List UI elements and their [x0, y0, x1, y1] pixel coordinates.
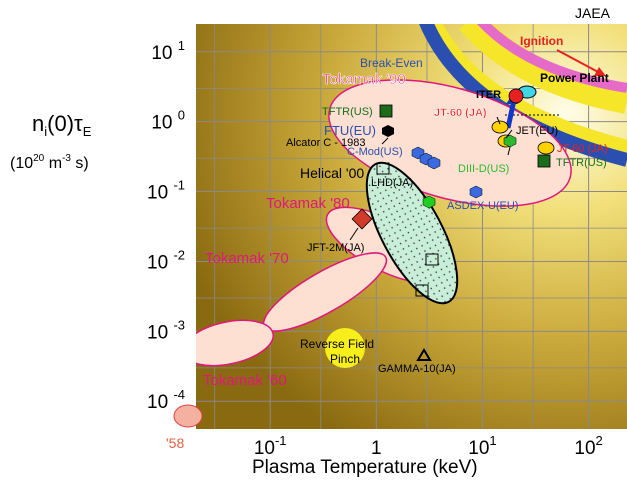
org-label: JAEA — [575, 5, 611, 21]
y-title-sub-i: i — [44, 124, 47, 139]
x-tick-label-2: 101 — [468, 433, 496, 459]
jt60-label-2: JT-60 (JA) — [557, 143, 608, 155]
annotations: JAEA Ignition Break-Even Power Plant Tok… — [166, 5, 611, 451]
y-tick-label-3: 10 -2 — [147, 247, 185, 273]
era-58-region — [173, 404, 203, 428]
lhd-marker — [422, 195, 436, 209]
y-units-rest: m — [44, 155, 62, 172]
diiid-label: DIII-D(US) — [458, 163, 509, 175]
tftr-label: TFTR(US) — [322, 106, 373, 118]
tokamak-80-label: Tokamak '80 — [266, 195, 350, 212]
reverse-field-label: Reverse Field — [300, 337, 374, 351]
asdex-marker — [469, 185, 483, 199]
cmod-marker-3 — [427, 156, 441, 170]
alcator-label: Alcator C - 1983 — [286, 137, 365, 149]
y-tick-label-1: 10 0 — [151, 108, 185, 134]
cmod-label: C-Mod(US) — [347, 146, 403, 158]
lhd-square-1 — [376, 162, 390, 175]
era-58-label: '58 — [166, 435, 184, 451]
gamma10-marker — [416, 348, 432, 361]
ftu-label: FTU(EU) — [324, 123, 376, 138]
alcator-connector — [381, 137, 389, 145]
jft2m-marker — [351, 208, 373, 230]
y-units-close: s) — [71, 155, 89, 172]
svg-text:(1020 m-3 s): (1020 m-3 s) — [10, 153, 89, 172]
jt60-connector — [496, 116, 501, 125]
axis-ticks: 10-1 1 101 102 10 1 10 0 10 -1 10 -2 10 -3 10 -4 — [147, 38, 603, 459]
break-even-label: Break-Even — [360, 56, 423, 70]
ignition-band — [459, 24, 627, 114]
tftr-marker — [379, 104, 393, 118]
power-plant-label: Power Plant — [540, 71, 609, 85]
tftr-label-2: TFTR(US) — [556, 157, 607, 169]
jt60-label: JT-60 (JA) — [434, 107, 487, 119]
gamma10-label: GAMMA-10(JA) — [378, 363, 456, 375]
x-tick-label-3: 102 — [574, 433, 602, 459]
y-axis-title: ni(0)τE (1020 m-3 s) — [10, 111, 92, 172]
jt60-marker — [491, 120, 509, 134]
pinch-label: Pinch — [330, 352, 360, 366]
y-title-n: n — [32, 111, 44, 136]
tokamak-60-label: Tokamak '60 — [203, 372, 287, 389]
y-tick-label-2: 10 -1 — [147, 178, 185, 204]
iter-label: ITER — [476, 89, 501, 101]
helical-00-region — [365, 161, 459, 305]
jet-label: JET(EU) — [516, 125, 558, 137]
ignition-label: Ignition — [520, 34, 563, 48]
jt60-marker-2 — [537, 141, 555, 155]
x-tick-label-0: 10-1 — [254, 433, 287, 459]
y-title-sub-e: E — [83, 124, 92, 139]
lhd-label: LHD(JA) — [371, 177, 413, 189]
diiid-connector — [507, 146, 511, 156]
ftu-marker — [382, 125, 394, 137]
y-tick-label-0: 10 1 — [151, 38, 185, 64]
y-tick-label-4: 10 -3 — [147, 317, 185, 343]
ignition-band-inner — [476, 24, 627, 93]
jet-connector — [505, 129, 513, 139]
lhd-square-3 — [415, 284, 429, 297]
y-title-mid: (0)τ — [47, 111, 83, 136]
iter-arrow — [505, 99, 517, 129]
reverse-field-pinch-region — [325, 328, 365, 368]
lhd-square-2 — [425, 253, 439, 266]
jft2m-label: JFT-2M(JA) — [307, 242, 364, 254]
helical-00-label: Helical '00 — [300, 165, 364, 181]
tftr-marker-2 — [537, 154, 551, 168]
svg-text:ni(0)τE: ni(0)τE — [32, 111, 92, 139]
y-units-open: (10 — [10, 155, 33, 172]
asdex-label: ASDEX-U(EU) — [447, 200, 519, 212]
device-markers — [349, 88, 555, 361]
x-tick-label-1: 1 — [371, 438, 382, 459]
y-units-exp2: -3 — [62, 153, 71, 164]
ignition-arrow — [556, 49, 601, 74]
ignition-arrow-head — [594, 67, 606, 76]
x-axis-title: Plasma Temperature (keV) — [252, 457, 478, 478]
y-tick-label-5: 10 -4 — [147, 387, 185, 413]
tokamak-90-label: Tokamak '90 — [322, 71, 406, 88]
tokamak-60-region — [196, 319, 274, 367]
y-units-exp: 20 — [33, 153, 45, 164]
jft2m-connector — [349, 227, 359, 241]
tokamak-70-label: Tokamak '70 — [205, 250, 289, 267]
iter-marker — [508, 88, 524, 104]
